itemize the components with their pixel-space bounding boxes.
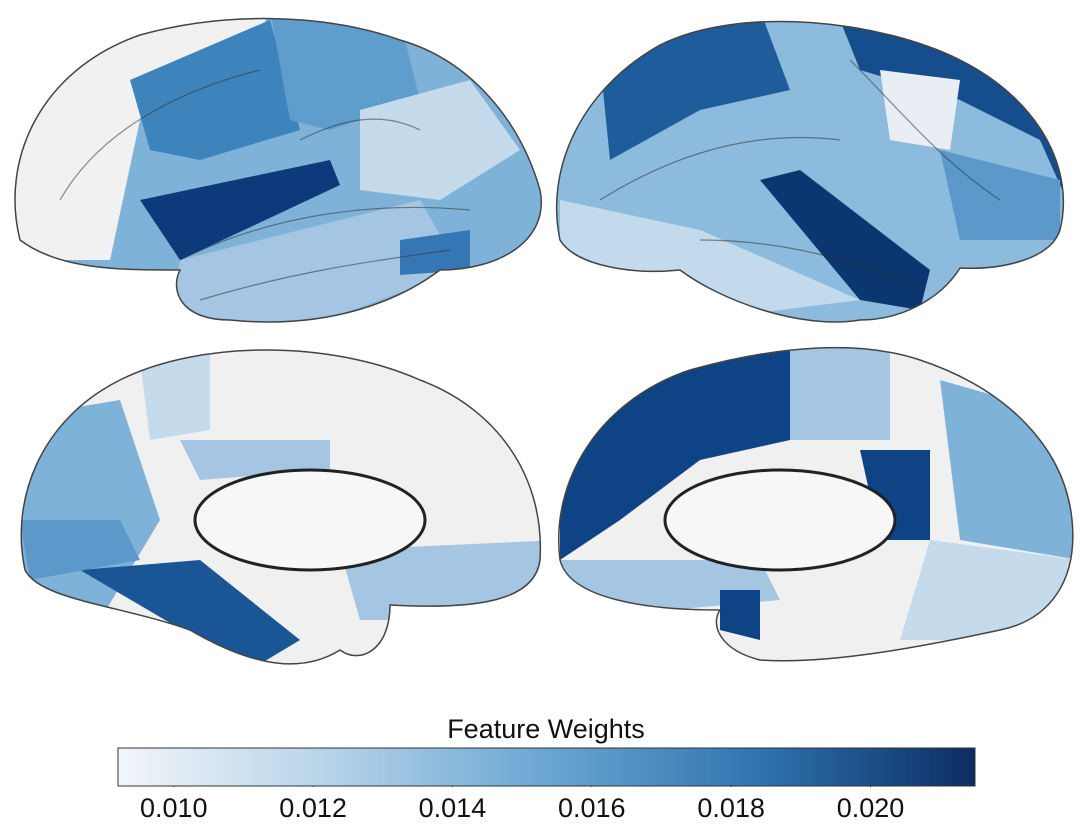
x-tick-label: 0.010 <box>140 793 208 823</box>
x-tick-label: 0.020 <box>837 793 905 823</box>
brain-lateral-right <box>540 0 1080 340</box>
x-tick-label: 0.012 <box>279 793 347 823</box>
x-tick-label: 0.016 <box>558 793 626 823</box>
brain-medial-right <box>540 330 1080 670</box>
x-tick-label: 0.014 <box>419 793 487 823</box>
colorbar: Feature Weights 0.010 0.012 0.014 0.016 0.01… <box>118 714 975 823</box>
colorbar-gradient <box>118 748 975 786</box>
brain-lateral-left <box>0 0 560 340</box>
colorbar-title: Feature Weights <box>447 714 645 744</box>
x-tick-label: 0.018 <box>697 793 765 823</box>
figure: Feature Weights 0.010 0.012 0.014 0.016 0.01… <box>0 0 1080 824</box>
brain-medial-left <box>0 330 560 670</box>
